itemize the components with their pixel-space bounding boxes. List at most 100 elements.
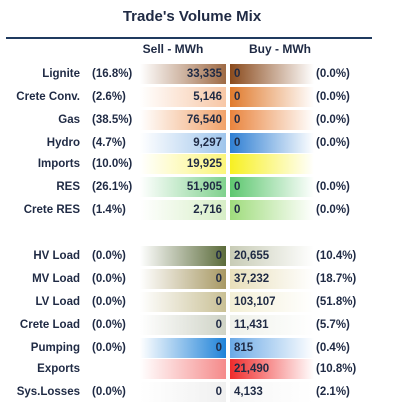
sell-value-cell: 0 [140,246,226,266]
sell-value: 76,540 [186,114,222,126]
buy-value-cell: 21,490 [230,359,314,379]
sell-value: 2,716 [193,204,222,216]
buy-value: 0 [234,114,241,126]
buy-percent: (0.0%) [316,68,350,80]
sell-value: 0 [215,296,222,308]
sell-value: 0 [215,342,222,354]
table-row: 51,905 0 RES (26.1%) (0.0%) [0,177,400,197]
buy-value: 815 [234,342,254,354]
sell-value-cell: 2,716 [140,200,226,220]
sell-value: 5,146 [193,91,222,103]
sell-value-cell: 0 [140,292,226,312]
sell-value: 9,297 [193,137,222,149]
sell-percent: (1.4%) [92,204,126,216]
sell-percent: (0.0%) [92,273,126,285]
buy-value-cell: 0 [230,64,314,84]
row-label: Exports [37,363,80,375]
table-row: 19,925 Imports (10.0%) [0,154,400,174]
sell-value: 33,335 [186,68,222,80]
row-label: Crete Load [19,319,80,331]
sell-value-cell [140,359,226,379]
buy-value-cell: 103,107 [230,292,314,312]
row-label: HV Load [33,250,80,262]
buy-percent: (0.0%) [316,204,350,216]
row-label: MV Load [32,273,80,285]
row-label: LV Load [35,296,80,308]
buy-value-cell: 20,655 [230,246,314,266]
sell-percent: (26.1%) [92,181,133,193]
row-label: Sys.Losses [16,386,80,398]
buy-value: 103,107 [234,296,276,308]
table-row: 21,490 Exports (10.8%) [0,359,400,379]
sell-value-cell: 51,905 [140,177,226,197]
row-label: Imports [37,158,80,170]
buy-percent: (10.8%) [316,363,357,375]
buy-value-cell: 37,232 [230,269,314,289]
row-label: Crete RES [23,204,80,216]
buy-value-cell: 815 [230,338,314,358]
sell-percent: (10.0%) [92,158,133,170]
buy-percent: (0.4%) [316,342,350,354]
buy-value: 11,431 [234,319,269,331]
row-label: RES [56,181,80,193]
row-label: Crete Conv. [16,91,80,103]
table-row: 9,297 0 Hydro (4.7%) (0.0%) [0,133,400,153]
buy-column-header: Buy - MWh [249,42,311,56]
sell-value: 0 [215,386,222,398]
sell-value-cell: 33,335 [140,64,226,84]
sell-percent: (0.0%) [92,296,126,308]
buy-percent: (10.4%) [316,250,357,262]
table-row: 0 11,431 Crete Load (0.0%) (5.7%) [0,315,400,335]
sell-value: 19,925 [186,158,222,170]
buy-value-cell: 0 [230,177,314,197]
table-row: 5,146 0 Crete Conv. (2.6%) (0.0%) [0,87,400,107]
sell-value-cell: 0 [140,269,226,289]
buy-value-cell: 0 [230,133,314,153]
buy-value: 20,655 [234,250,270,262]
sell-value: 51,905 [186,181,222,193]
sell-value-cell: 76,540 [140,110,226,130]
buy-value: 0 [234,91,241,103]
chart-title: Trade's Volume Mix [122,8,262,25]
buy-percent: (0.0%) [316,114,350,126]
sell-value: 0 [215,273,222,285]
buy-value-cell: 0 [230,110,314,130]
buy-percent: (2.1%) [316,386,350,398]
buy-percent: (0.0%) [316,91,350,103]
sell-percent: (2.6%) [92,91,126,103]
sell-value-cell: 19,925 [140,154,226,174]
table-row: 76,540 0 Gas (38.5%) (0.0%) [0,110,400,130]
table-row: 0 815 Pumping (0.0%) (0.4%) [0,338,400,358]
sell-value-cell: 5,146 [140,87,226,107]
buy-value: 21,490 [234,363,270,375]
buy-value-cell: 4,133 [230,382,314,402]
row-label: Gas [58,114,80,126]
sell-value-cell: 0 [140,315,226,335]
sell-value-cell: 9,297 [140,133,226,153]
sell-value-cell: 0 [140,382,226,402]
row-label: Hydro [46,137,80,149]
buy-value: 0 [234,68,241,80]
table-row: 2,716 0 Crete RES (1.4%) (0.0%) [0,200,400,220]
sell-percent: (0.0%) [92,250,126,262]
sell-value: 0 [215,319,222,331]
sell-percent: (16.8%) [92,68,133,80]
header-rule [6,37,372,39]
sell-percent: (0.0%) [92,342,126,354]
table-row: 33,335 0 Lignite (16.8%) (0.0%) [0,64,400,84]
buy-value: 0 [234,137,241,149]
buy-value: 4,133 [234,386,263,398]
sell-value: 0 [215,250,222,262]
buy-value: 0 [234,181,241,193]
row-label: Lignite [42,68,80,80]
table-row: 0 20,655 HV Load (0.0%) (10.4%) [0,246,400,266]
sell-percent: (4.7%) [92,137,126,149]
buy-percent: (0.0%) [316,181,350,193]
table-row: 0 37,232 MV Load (0.0%) (18.7%) [0,269,400,289]
buy-value: 37,232 [234,273,270,285]
sell-percent: (0.0%) [92,386,126,398]
buy-value-cell [230,154,314,174]
buy-percent: (0.0%) [316,137,350,149]
buy-value-cell: 0 [230,87,314,107]
buy-value-cell: 0 [230,200,314,220]
